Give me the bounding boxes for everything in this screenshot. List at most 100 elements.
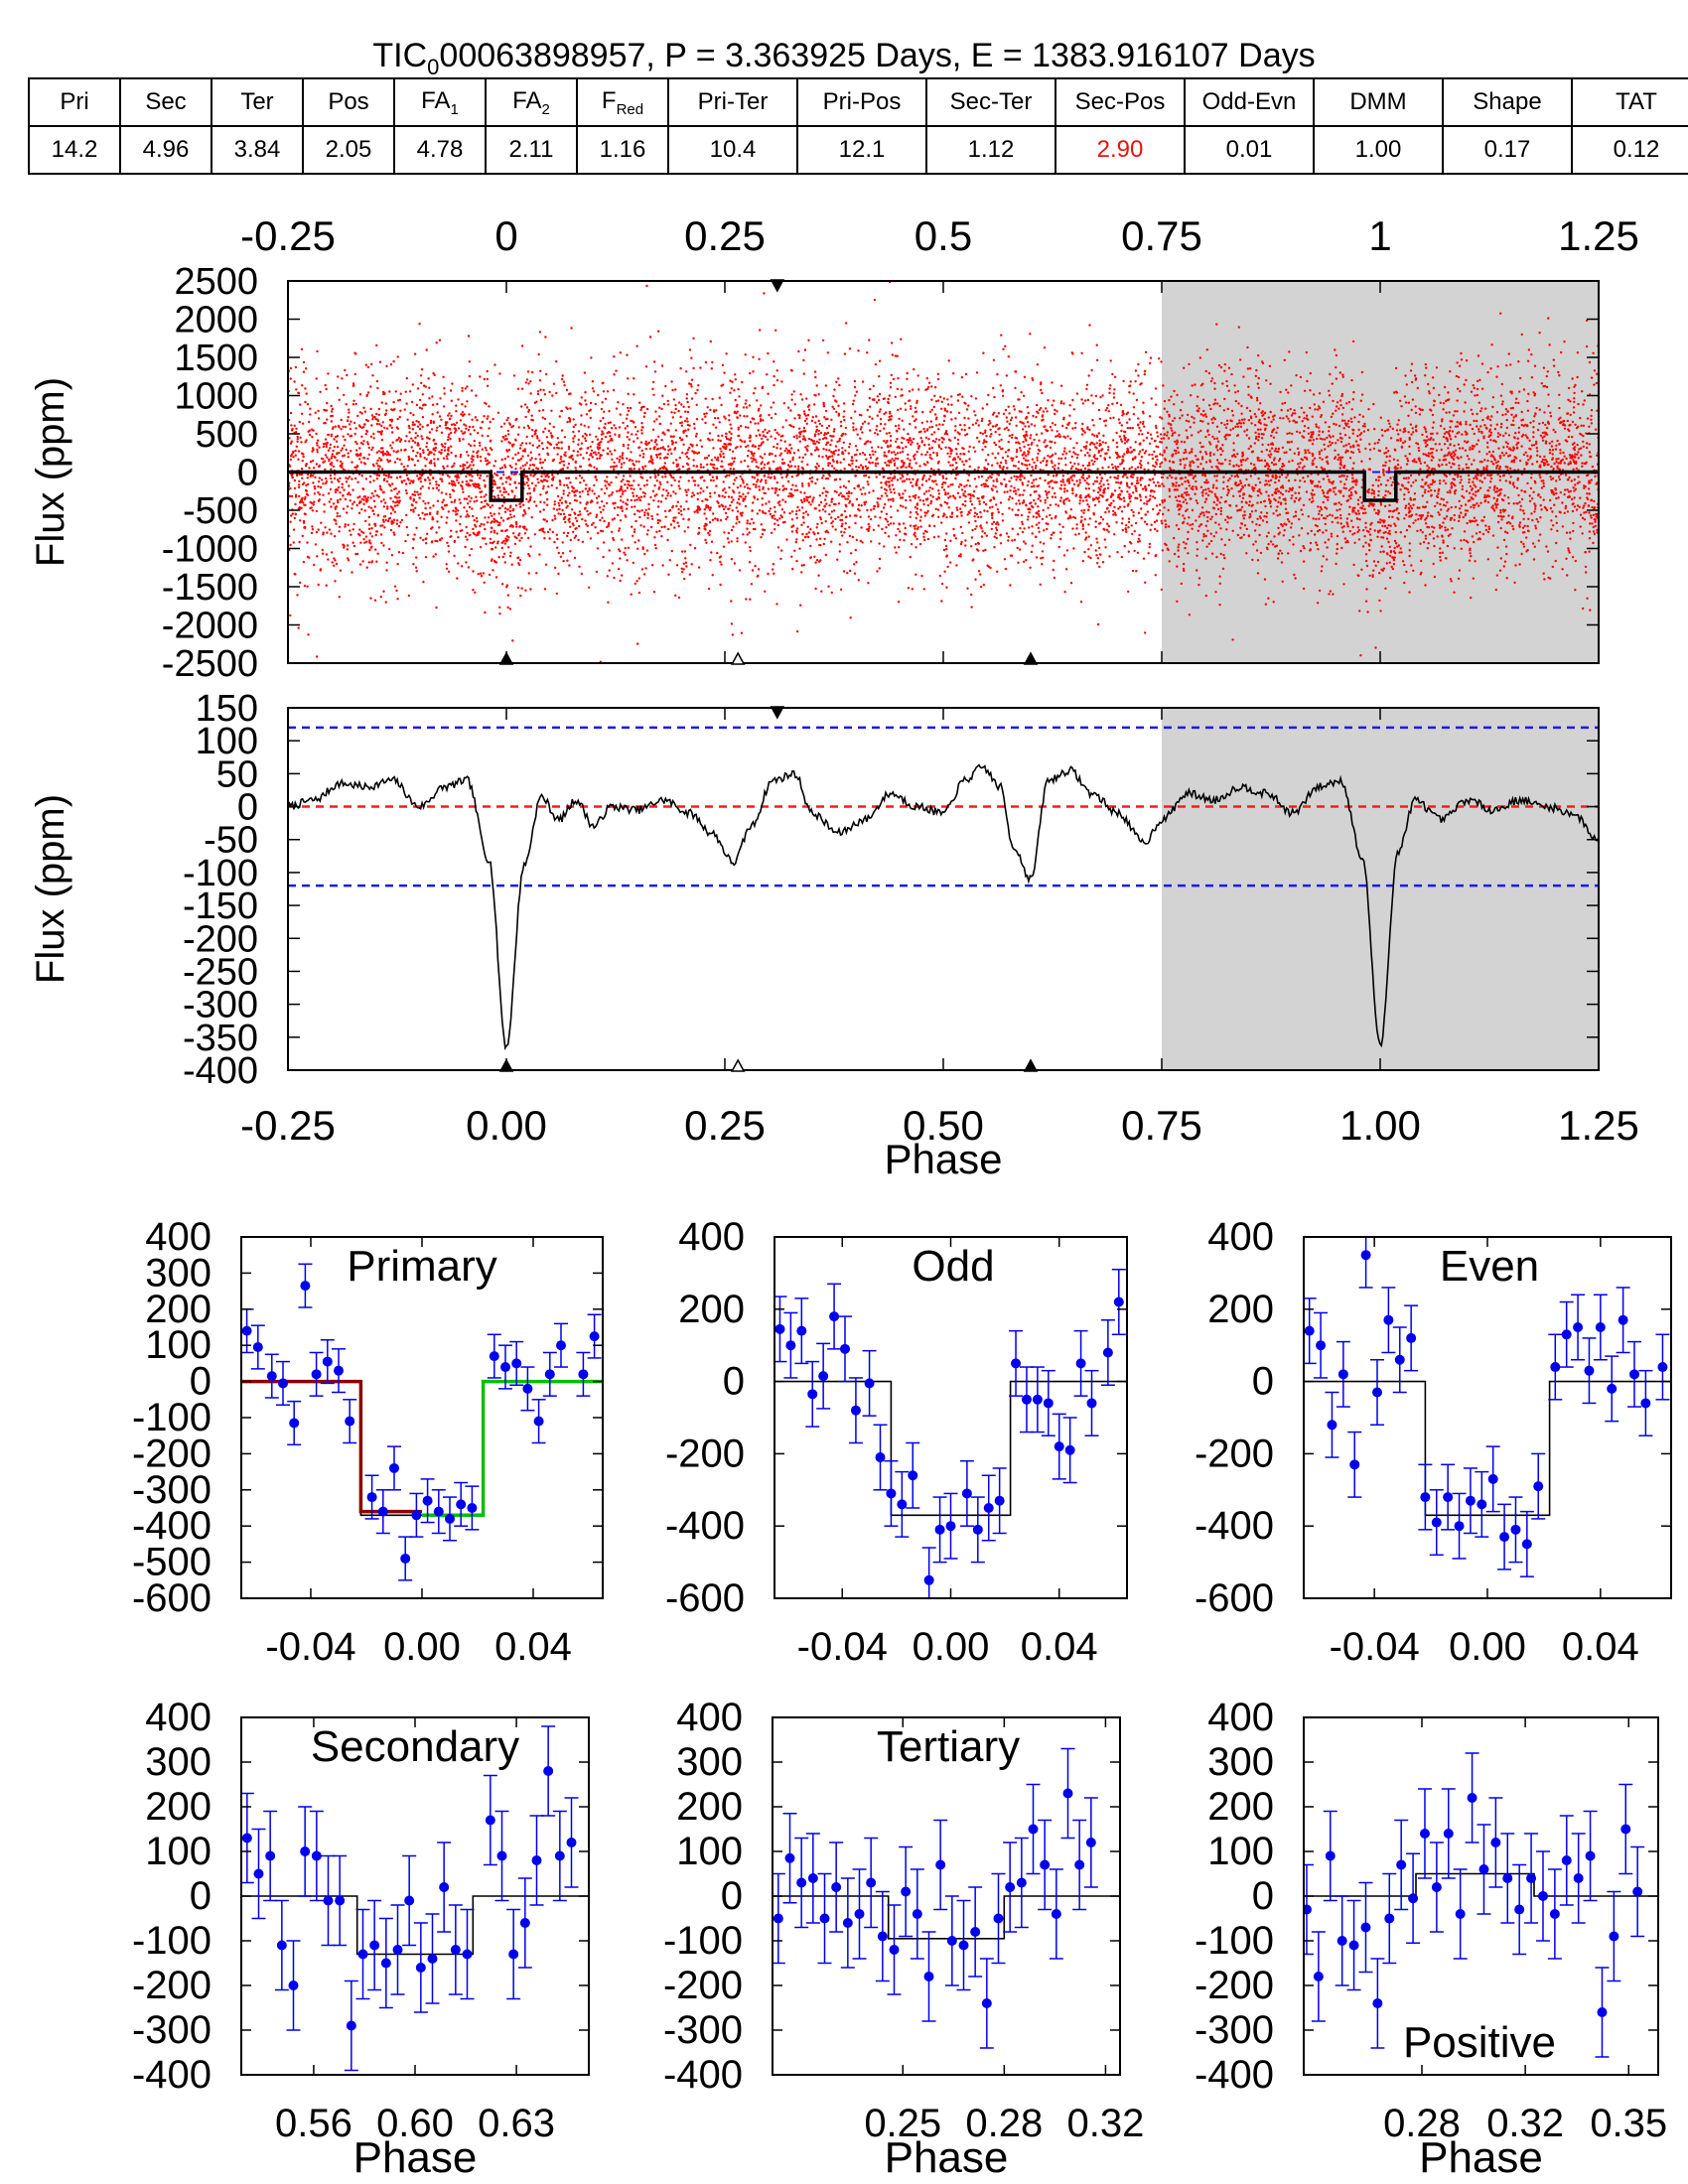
scatter-point	[1382, 550, 1385, 553]
scatter-point	[1569, 400, 1572, 403]
scatter-point	[1328, 389, 1331, 392]
scatter-point	[489, 420, 492, 424]
scatter-point	[1201, 420, 1204, 423]
scatter-point	[1121, 517, 1124, 520]
scatter-point	[1138, 540, 1142, 543]
scatter-point	[314, 543, 318, 546]
scatter-point	[603, 504, 606, 507]
scatter-point	[1012, 465, 1016, 468]
scatter-point	[1345, 517, 1349, 520]
scatter-point	[1033, 498, 1036, 502]
scatter-point	[422, 538, 425, 542]
scatter-point	[803, 412, 806, 416]
scatter-point	[611, 458, 614, 461]
scatter-point	[1436, 501, 1439, 504]
scatter-point	[1548, 442, 1552, 445]
scatter-point	[868, 396, 871, 400]
scatter-point	[997, 510, 1000, 514]
scatter-point	[1350, 420, 1353, 424]
scatter-point	[1378, 599, 1381, 603]
scatter-point	[1204, 488, 1207, 491]
scatter-point	[1561, 525, 1565, 528]
scatter-point	[1522, 453, 1526, 457]
scatter-point	[1076, 484, 1079, 487]
scatter-point	[555, 486, 558, 489]
scatter-point	[1290, 496, 1293, 500]
scatter-point	[1247, 503, 1251, 507]
scatter-point	[390, 447, 393, 450]
scatter-point	[930, 398, 933, 401]
scatter-point	[1171, 434, 1174, 437]
scatter-point	[1562, 451, 1565, 455]
scatter-point	[1130, 542, 1133, 545]
scatter-point	[974, 543, 977, 546]
scatter-point	[1168, 560, 1171, 563]
scatter-point	[705, 412, 708, 415]
scatter-point	[1429, 432, 1433, 436]
scatter-point	[337, 485, 341, 489]
scatter-point	[1566, 510, 1570, 513]
scatter-point	[1382, 474, 1386, 477]
scatter-point	[1529, 486, 1533, 490]
scatter-point	[1297, 491, 1301, 494]
scatter-point	[1521, 526, 1525, 529]
scatter-point	[1281, 465, 1284, 469]
scatter-point	[1476, 478, 1478, 480]
scatter-point	[631, 525, 633, 528]
scatter-point	[316, 451, 319, 454]
scatter-point	[414, 455, 418, 458]
scatter-point	[973, 450, 977, 453]
scatter-point	[1126, 476, 1129, 479]
scatter-point	[1384, 489, 1388, 492]
scatter-point	[407, 455, 410, 459]
scatter-point	[1480, 387, 1484, 390]
scatter-point	[506, 455, 509, 459]
scatter-point	[385, 569, 388, 572]
scatter-point	[885, 480, 888, 483]
scatter-point	[879, 418, 883, 421]
scatter-point	[756, 399, 759, 402]
scatter-point	[934, 400, 938, 403]
scatter-point	[1360, 568, 1363, 571]
scatter-point	[1126, 447, 1129, 451]
scatter-point	[1322, 430, 1325, 434]
scatter-point	[1332, 593, 1335, 596]
scatter-point	[855, 459, 858, 463]
scatter-point	[1155, 424, 1158, 428]
scatter-point	[1109, 476, 1112, 478]
scatter-point	[914, 505, 917, 509]
scatter-point	[941, 423, 944, 426]
scatter-point	[711, 476, 715, 478]
scatter-point	[1277, 450, 1280, 453]
scatter-point	[617, 505, 620, 509]
scatter-point	[1116, 456, 1119, 460]
scatter-point	[347, 456, 350, 459]
scatter-point	[1555, 444, 1558, 447]
scatter-point	[1226, 422, 1229, 426]
scatter-point	[933, 386, 937, 389]
scatter-point	[639, 408, 642, 412]
scatter-point	[301, 477, 304, 479]
scatter-point	[1326, 546, 1329, 549]
scatter-point	[1161, 499, 1164, 502]
scatter-point	[729, 504, 732, 507]
scatter-point	[844, 426, 847, 430]
scatter-point	[1268, 456, 1272, 459]
scatter-point	[602, 555, 605, 559]
scatter-point	[1299, 375, 1303, 379]
scatter-point	[1097, 500, 1101, 503]
scatter-point	[1269, 505, 1273, 508]
scatter-point	[448, 412, 451, 415]
scatter-point	[1469, 549, 1472, 552]
scatter-point	[808, 477, 811, 480]
scatter-point	[802, 564, 805, 567]
scatter-point	[829, 434, 832, 438]
scatter-point	[705, 457, 709, 460]
scatter-point	[473, 444, 476, 447]
scatter-point	[1437, 464, 1441, 467]
scatter-point	[350, 533, 352, 536]
scatter-point	[1279, 416, 1282, 420]
scatter-point	[1078, 499, 1082, 502]
scatter-point	[330, 404, 333, 408]
scatter-point	[837, 515, 840, 519]
